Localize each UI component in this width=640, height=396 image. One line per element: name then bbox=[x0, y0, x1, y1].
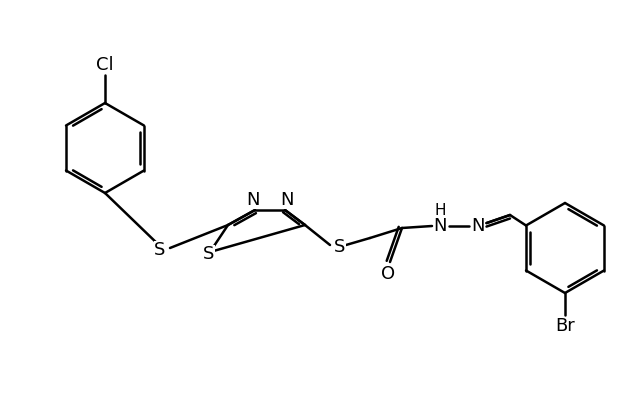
Text: N: N bbox=[471, 217, 484, 235]
Text: H: H bbox=[435, 202, 445, 217]
Text: S: S bbox=[204, 245, 214, 263]
Text: Br: Br bbox=[555, 317, 575, 335]
Text: N: N bbox=[246, 191, 260, 209]
Text: S: S bbox=[154, 241, 166, 259]
Text: N: N bbox=[433, 217, 447, 235]
Text: S: S bbox=[334, 238, 346, 256]
Text: O: O bbox=[381, 265, 395, 283]
Text: Cl: Cl bbox=[96, 56, 114, 74]
Text: N: N bbox=[280, 191, 294, 209]
